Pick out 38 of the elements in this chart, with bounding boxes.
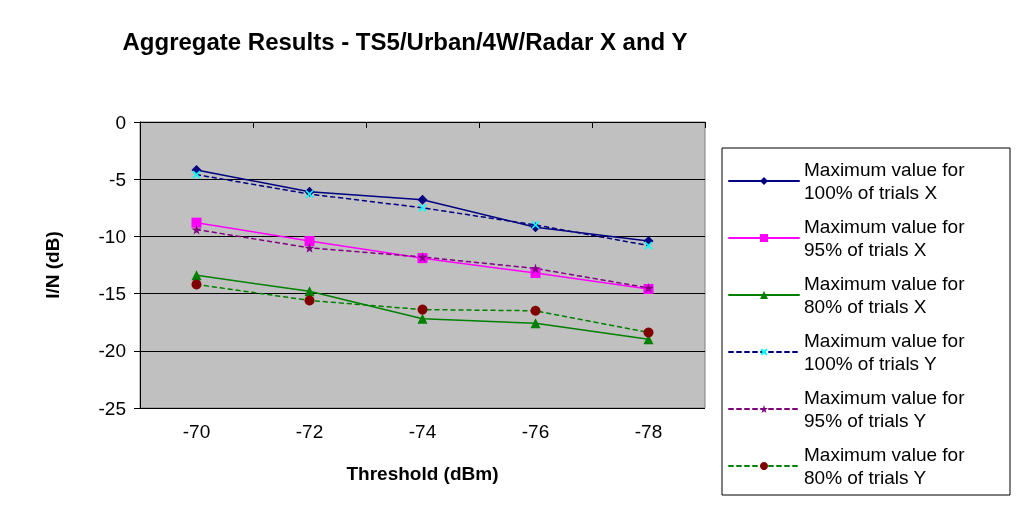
point xyxy=(304,286,315,297)
legend-label: Maximum value for 95% of trials Y xyxy=(804,387,970,431)
legend-label: Maximum value for 80% of trials Y xyxy=(804,444,970,488)
y-tick-label: 0 xyxy=(115,111,126,133)
point xyxy=(643,327,654,338)
y-axis-title: I/N (dB) xyxy=(42,231,63,299)
chart-title: Aggregate Results - TS5/Urban/4W/Radar X and Y xyxy=(122,27,688,55)
point xyxy=(417,304,428,315)
point xyxy=(191,217,202,228)
legend-label: Maximum value for 95% of trials X xyxy=(804,216,970,260)
legend-label: Maximum value for 100% of trials X xyxy=(804,159,970,203)
point xyxy=(530,263,541,274)
x-tick-label: -78 xyxy=(634,421,663,442)
x-tick-label: -76 xyxy=(521,421,550,442)
point xyxy=(191,279,202,290)
point xyxy=(418,203,427,213)
point xyxy=(644,241,653,250)
x-tick-label: -72 xyxy=(295,421,324,442)
x-axis-title: Threshold (dBm) xyxy=(346,463,499,484)
x-tick-label: -74 xyxy=(408,421,437,442)
y-tick-label: -25 xyxy=(98,397,126,419)
y-tick-label: -20 xyxy=(98,340,126,362)
point xyxy=(191,270,202,281)
point xyxy=(304,242,315,253)
legend-label: Maximum value for 80% of trials X xyxy=(804,273,970,317)
point xyxy=(192,170,201,179)
y-tick-label: -15 xyxy=(98,283,126,305)
legend-label: Maximum value for 100% of trials Y xyxy=(804,330,970,374)
point xyxy=(530,305,541,316)
x-tick-label: -70 xyxy=(182,421,211,442)
point xyxy=(530,318,541,329)
y-tick-label: -10 xyxy=(98,225,126,247)
y-tick-label: -5 xyxy=(109,168,126,190)
point xyxy=(304,235,315,246)
point xyxy=(417,313,428,324)
point xyxy=(417,194,428,205)
point xyxy=(304,295,315,306)
point xyxy=(191,224,202,235)
